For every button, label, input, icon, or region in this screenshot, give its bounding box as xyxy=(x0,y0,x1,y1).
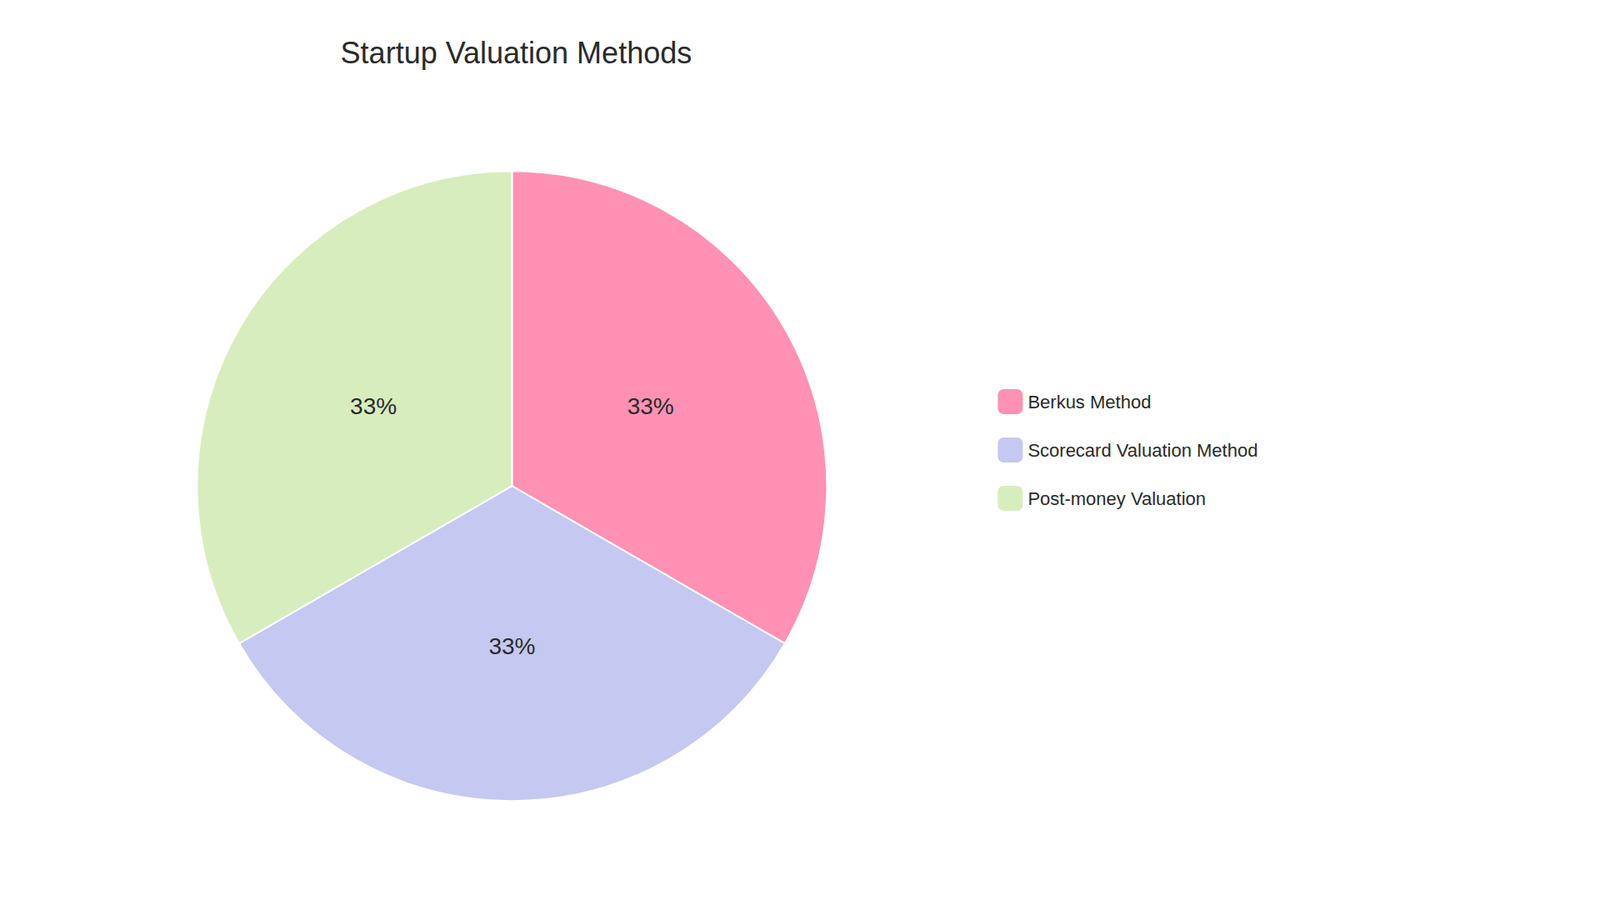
svg-text:Post-money Valuation: Post-money Valuation xyxy=(1027,488,1206,510)
svg-text:33%: 33% xyxy=(627,393,675,420)
svg-text:Berkus Method: Berkus Method xyxy=(1027,391,1151,413)
svg-text:Startup Valuation Methods: Startup Valuation Methods xyxy=(340,35,693,70)
svg-text:Scorecard Valuation Method: Scorecard Valuation Method xyxy=(1027,440,1258,461)
svg-text:33%: 33% xyxy=(488,633,535,660)
svg-text:33%: 33% xyxy=(350,393,397,420)
